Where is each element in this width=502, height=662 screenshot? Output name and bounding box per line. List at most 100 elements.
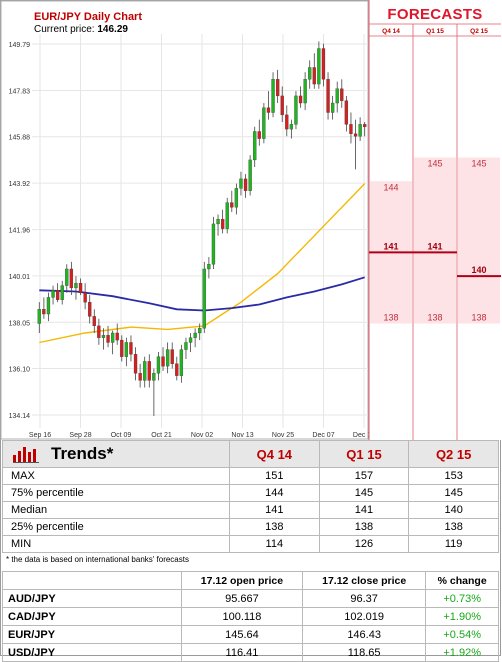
x-tick-label: Sep 28 [69, 432, 91, 439]
candle-body [156, 356, 161, 374]
close-price: 118.65 [301, 643, 427, 662]
candle-body [330, 102, 335, 113]
forecast-max-label: 144 [383, 182, 398, 192]
candle-body [92, 316, 96, 327]
candle-body [294, 95, 298, 125]
open-price: 95.667 [181, 589, 303, 608]
candle-body [239, 178, 243, 189]
cell: 119 [408, 535, 499, 553]
y-tick-label: 136.10 [9, 367, 31, 374]
forecast-median-label: 141 [383, 241, 398, 251]
table-row: MAX 151 157 153 [2, 467, 499, 485]
table-row: Median 141 141 140 [2, 501, 499, 519]
candle-body [308, 67, 312, 80]
candle-body [298, 95, 303, 104]
x-tick-label: Nov 13 [231, 432, 253, 439]
candle-body [321, 48, 326, 80]
forecast-median-label: 140 [471, 265, 486, 275]
candle-body [230, 202, 234, 208]
forecast-median-label: 141 [427, 241, 442, 251]
candle-body [207, 264, 211, 270]
candle-body [106, 335, 110, 343]
candle-body [340, 88, 344, 101]
trends-col-q1-15: Q1 15 [318, 440, 410, 468]
candle-body [262, 107, 266, 139]
candle-body [289, 124, 294, 130]
candle-body [248, 159, 252, 191]
pair-label: CAD/JPY [2, 607, 182, 626]
table-row: USD/JPY 116.41 118.65 +1.92% [2, 643, 499, 662]
candle-body [124, 342, 129, 357]
moving-average-long-line [39, 276, 365, 312]
candle-body [216, 219, 220, 225]
candle-body [69, 268, 74, 289]
trends-header-row: Trends* Q4 14 Q1 15 Q2 15 [2, 440, 499, 468]
cell: 141 [318, 501, 410, 519]
trends-title: Trends* [2, 440, 230, 468]
percent-change: +0.73% [425, 589, 499, 608]
candle-body [97, 325, 101, 338]
candle-body [211, 223, 216, 265]
cell: 145 [318, 484, 410, 502]
candle-body [65, 268, 69, 286]
table-row: MIN 114 126 119 [2, 535, 499, 553]
forecasts-title: FORECASTS [387, 6, 483, 23]
row-label: MAX [2, 467, 230, 485]
candle-body [243, 178, 248, 191]
forecast-col-label: Q1 15 [426, 28, 444, 35]
x-tick-label: Sep 16 [29, 432, 51, 439]
pair-label: AUD/JPY [2, 589, 182, 608]
table-row: 75% percentile 144 145 145 [2, 484, 499, 502]
cell: 126 [318, 535, 410, 553]
pair-label: USD/JPY [2, 643, 182, 662]
prices-col-change: % change [425, 571, 499, 590]
candle-body [143, 361, 147, 381]
y-tick-label: 143.92 [9, 181, 31, 188]
candle-body [161, 356, 165, 367]
row-label: 25% percentile [2, 518, 230, 536]
x-tick-label: Oct 21 [151, 432, 172, 439]
cell: 157 [318, 467, 410, 485]
cell: 153 [408, 467, 499, 485]
candle-body [312, 67, 316, 85]
forecast-col-label: Q4 14 [382, 28, 400, 35]
candle-body [271, 79, 275, 113]
cell: 140 [408, 501, 499, 519]
candle-body [363, 124, 367, 127]
y-tick-label: 140.01 [9, 274, 31, 281]
candle-body [257, 131, 261, 139]
current-price: Current price: 146.29 [34, 24, 128, 35]
chart-title: EUR/JPY Daily Chart [34, 11, 143, 23]
y-tick-label: 149.79 [9, 42, 31, 49]
candle-body [275, 79, 280, 97]
candle-body [101, 335, 106, 338]
x-tick-label: Dec 18 [353, 432, 375, 439]
candle-body [285, 114, 289, 130]
y-tick-label: 145.88 [9, 135, 31, 142]
forecast-range-box [414, 157, 456, 324]
candle-body [60, 285, 64, 300]
row-label: MIN [2, 535, 230, 553]
price-chart: 149.79 147.83 145.88 143.92 141.96 140.01 138.… [0, 0, 501, 440]
trends-table: Trends* Q4 14 Q1 15 Q2 15 MAX 151 157 15… [2, 440, 499, 553]
candle-body [129, 342, 133, 355]
y-tick-label: 147.83 [9, 88, 31, 95]
candle-body [225, 202, 229, 229]
candle-body [74, 283, 78, 289]
candle-body [198, 328, 202, 334]
cell: 145 [408, 484, 499, 502]
table-row: EUR/JPY 145.64 146.43 +0.54% [2, 625, 499, 644]
percent-change: +0.54% [425, 625, 499, 644]
candle-body [110, 332, 115, 343]
cell: 138 [229, 518, 320, 536]
trends-col-q2-15: Q2 15 [408, 440, 499, 468]
forecast-col-label: Q2 15 [470, 28, 488, 35]
candle-body [147, 361, 151, 381]
open-price: 145.64 [181, 625, 303, 644]
candle-body [317, 48, 321, 85]
candle-body [344, 100, 349, 125]
forecast-min-label: 138 [383, 312, 398, 322]
footnote: * the data is based on international ban… [6, 555, 189, 564]
close-price: 146.43 [301, 625, 427, 644]
forecast-max-label: 145 [471, 159, 486, 169]
